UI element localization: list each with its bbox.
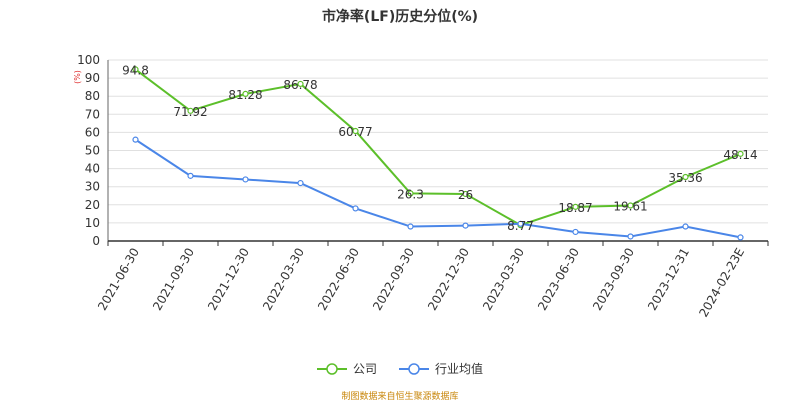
series-line-0 <box>134 68 741 227</box>
data-label: 81.28 <box>228 88 262 102</box>
legend-item-industry-average[interactable]: 行业均值 <box>399 360 483 377</box>
data-point <box>242 176 249 183</box>
y-tick-label: 70 <box>85 107 100 121</box>
legend-marker-industry-average <box>399 362 429 375</box>
data-label: 48.14 <box>723 148 757 162</box>
x-tick-label: 2023-06-30 <box>535 246 582 313</box>
y-tick-label: 10 <box>85 216 100 230</box>
series-line-1 <box>134 138 741 239</box>
data-point <box>682 223 689 230</box>
data-label: 26.3 <box>397 187 424 201</box>
x-tick-label: 2022-12-30 <box>425 246 472 313</box>
x-tick-label: 2024-02-23E <box>696 246 747 320</box>
data-point <box>132 66 139 73</box>
y-tick-label: 80 <box>85 89 100 103</box>
data-point <box>297 80 304 88</box>
x-tick-label: 2023-03-30 <box>480 246 527 313</box>
data-point <box>132 136 139 143</box>
data-point <box>462 222 469 229</box>
y-tick-label: 0 <box>92 234 100 248</box>
y-tick-label: 50 <box>85 144 100 158</box>
data-point <box>462 190 469 198</box>
data-label: 71.92 <box>173 105 207 119</box>
data-point <box>572 228 579 236</box>
legend-label-company: 公司 <box>352 362 377 376</box>
data-labels: 94.8 71.92 81.28 86.78 60.77 26.3 26 8.77 18.87 1… <box>122 63 758 233</box>
legend: 公司 行业均值 <box>0 360 800 377</box>
legend-label-industry-average: 行业均值 <box>435 362 484 376</box>
data-point <box>407 223 414 230</box>
data-point <box>297 179 304 187</box>
y-axis-unit-label: (%) <box>73 70 82 84</box>
data-label: 26 <box>458 188 473 202</box>
gridlines <box>108 59 768 242</box>
source-note: 制图数据来自恒生聚源数据库 <box>341 392 459 402</box>
data-point <box>407 190 414 197</box>
y-tick-label: 20 <box>85 198 100 212</box>
x-tick-label: 2022-09-30 <box>370 246 417 313</box>
data-point <box>242 90 249 97</box>
data-point <box>517 220 524 227</box>
data-point <box>627 202 634 209</box>
data-label: 8.77 <box>507 219 534 233</box>
data-label: 35.36 <box>668 171 702 185</box>
data-point <box>352 127 359 135</box>
y-tick-label: 60 <box>85 125 100 139</box>
series-lines <box>134 68 741 239</box>
x-tick-label: 2022-06-30 <box>315 246 362 313</box>
data-label: 60.77 <box>338 125 372 139</box>
data-label: 19.61 <box>613 200 647 214</box>
x-tick-label: 2021-12-30 <box>205 246 252 313</box>
data-label: 86.78 <box>283 78 317 92</box>
x-tick-label: 2021-09-30 <box>150 246 197 313</box>
data-point <box>682 173 689 181</box>
x-tick-label: 2021-06-30 <box>95 246 142 313</box>
data-point <box>187 172 194 179</box>
data-point <box>737 150 744 157</box>
x-tick-label: 2022-03-30 <box>260 246 307 313</box>
data-point <box>737 234 744 241</box>
y-tick-label: 100 <box>77 53 100 67</box>
data-point <box>572 203 579 210</box>
data-point <box>627 233 634 240</box>
x-tick-label: 2023-12-31 <box>645 246 692 313</box>
legend-item-company[interactable]: 公司 <box>316 360 377 377</box>
chart-title: 市净率(LF)历史分位(%) <box>321 9 479 25</box>
data-point <box>187 107 194 114</box>
data-points <box>132 66 744 241</box>
x-tick-label: 2023-09-30 <box>590 246 637 313</box>
data-point <box>352 205 359 212</box>
data-label: 94.8 <box>122 63 149 77</box>
y-tick-label: 40 <box>85 162 100 176</box>
y-tick-label: 30 <box>85 180 100 194</box>
legend-marker-company <box>316 362 347 375</box>
y-tick-label: 90 <box>85 71 100 85</box>
data-label: 18.87 <box>558 201 592 215</box>
